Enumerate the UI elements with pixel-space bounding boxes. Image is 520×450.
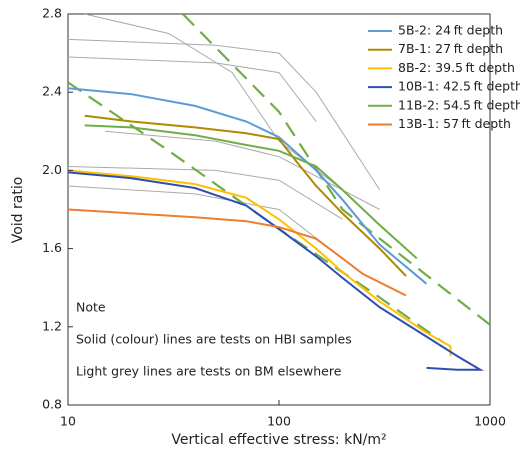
plot-area [68,14,490,371]
legend-label: 7B-1: 27 ft depth [398,41,503,56]
y-tick-label: 0.8 [42,397,62,412]
reference-line [68,56,317,122]
y-tick-label: 2.8 [42,6,62,21]
reference-line [68,185,343,259]
x-tick-label: 1000 [474,414,506,429]
annotation: Solid (colour) lines are tests on HBI sa… [76,332,352,347]
y-tick-label: 2.0 [42,162,62,177]
series-line [68,87,428,285]
y-tick-label: 1.6 [42,240,62,255]
y-axis-title: Void ratio [10,177,26,244]
x-tick-label: 10 [60,414,76,429]
y-tick-label: 1.2 [42,318,62,333]
series-line [84,124,418,260]
series-line [68,169,452,357]
annotation: Light grey lines are tests on BM elsewhe… [76,364,342,379]
reference-line [84,14,343,191]
series-line [84,114,407,277]
legend-label: 11B-2: 54.5 ft depth [398,97,520,112]
legend-label: 10B-1: 42.5 ft depth [398,79,520,94]
annotation: Note [76,300,106,315]
reference-line [68,38,381,191]
y-tick-label: 2.4 [42,84,62,99]
legend-label: 8B-2: 39.5 ft depth [398,60,515,75]
legend-label: 5B-2: 24 ft depth [398,23,503,38]
reference-line [105,130,380,210]
series-line [68,208,407,297]
x-tick-label: 100 [267,414,291,429]
series-line [68,171,484,371]
reference-line [68,166,343,220]
x-axis-title: Vertical effective stress: kN/m² [171,432,386,448]
legend-label: 13B-1: 57 ft depth [398,116,511,131]
